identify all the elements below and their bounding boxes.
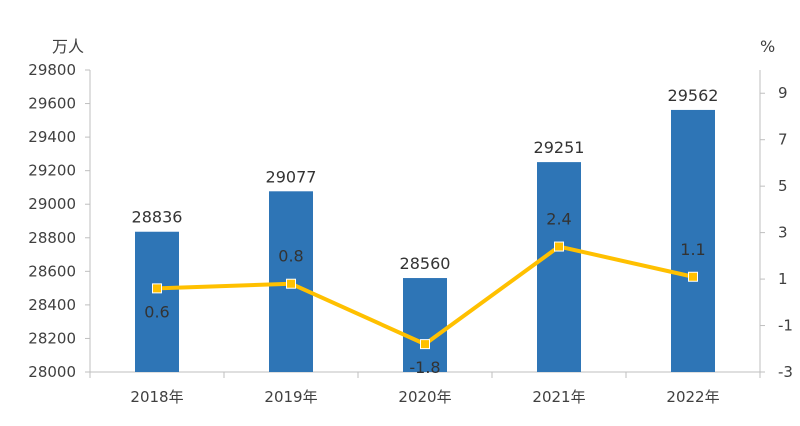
- category-label: 2022年: [666, 388, 719, 406]
- bar-series: [135, 109, 715, 372]
- bar-value-labels: 28836 29077 28560 29251 29562: [132, 86, 719, 273]
- right-tick-label: 1: [778, 270, 788, 288]
- line-point: [152, 283, 162, 294]
- right-tick-label: 7: [778, 131, 788, 149]
- left-tick-label: 28400: [28, 296, 76, 314]
- bar: [671, 109, 715, 372]
- bar: [135, 231, 179, 372]
- bar: [537, 162, 581, 372]
- line-point: [420, 339, 430, 350]
- category-label: 2021年: [532, 388, 585, 406]
- line-point: [688, 271, 698, 282]
- left-tick-label: 29800: [28, 61, 76, 79]
- left-tick-label: 28600: [28, 262, 76, 280]
- axes: 28000 28200 28400 28600 28800 29000 29200 29400…: [28, 61, 793, 381]
- right-axis-unit: %: [760, 37, 775, 56]
- bar-value-label: 29562: [668, 86, 719, 105]
- line-point: [286, 278, 296, 289]
- line-value-label: 0.8: [278, 247, 303, 266]
- category-label: 2020年: [398, 388, 451, 406]
- bar-value-label: 28560: [400, 254, 451, 273]
- line-value-label: 2.4: [546, 210, 571, 229]
- right-tick-label: 9: [778, 84, 788, 102]
- category-labels: 2018年 2019年 2020年 2021年 2022年: [130, 388, 719, 406]
- right-tick-label: 5: [778, 177, 788, 195]
- line-point: [554, 241, 564, 252]
- left-axis-unit: 万人: [52, 37, 84, 56]
- left-tick-label: 29200: [28, 162, 76, 180]
- category-label: 2018年: [130, 388, 183, 406]
- line-value-label: 1.1: [680, 240, 705, 259]
- left-tick-label: 28800: [28, 229, 76, 247]
- left-tick-label: 29400: [28, 128, 76, 146]
- left-tick-label: 29600: [28, 95, 76, 113]
- category-label: 2019年: [264, 388, 317, 406]
- line-value-labels: 0.6 0.8 -1.8 2.4 1.1: [144, 210, 705, 378]
- bar-value-label: 29077: [266, 167, 317, 186]
- right-tick-label: -3: [778, 363, 793, 381]
- bar-value-label: 29251: [534, 138, 585, 157]
- right-tick-label: 3: [778, 224, 788, 242]
- bar: [403, 278, 447, 372]
- line-value-label: -1.8: [409, 358, 440, 377]
- bar-value-label: 28836: [132, 208, 183, 227]
- line-series: [152, 241, 698, 350]
- left-tick-label: 29000: [28, 195, 76, 213]
- left-tick-label: 28000: [28, 363, 76, 381]
- right-tick-label: -1: [778, 317, 793, 335]
- left-tick-label: 28200: [28, 329, 76, 347]
- line-value-label: 0.6: [144, 302, 169, 321]
